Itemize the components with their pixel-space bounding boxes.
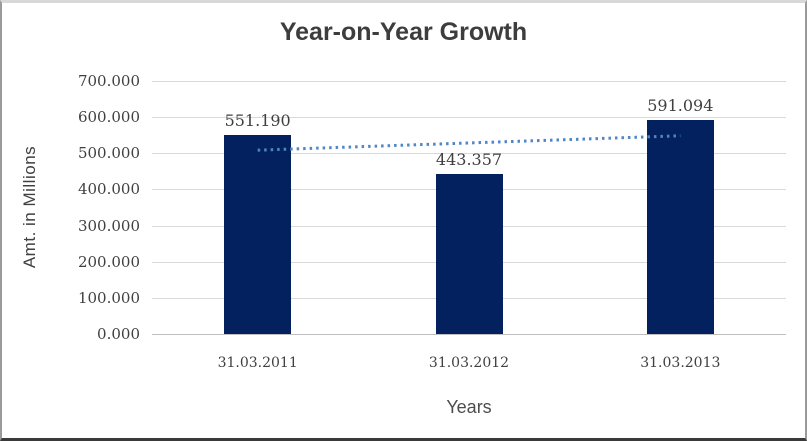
bar: [646, 120, 714, 334]
data-label: 551.190: [224, 110, 291, 130]
gridline: [152, 117, 786, 119]
x-axis-line: [152, 334, 786, 335]
trendline-path: [257, 134, 681, 152]
data-label: 591.094: [647, 96, 714, 116]
chart-title: Year-on-Year Growth: [279, 18, 528, 46]
x-tick-label: 31.03.2012: [428, 355, 510, 371]
trendline: [257, 134, 681, 152]
y-tick-label: 500.000: [77, 144, 140, 163]
gridline: [152, 81, 786, 82]
y-tick-label: 300.000: [77, 216, 140, 235]
bar: [435, 173, 503, 334]
gridline: [152, 153, 786, 155]
plot-area: [152, 81, 786, 335]
y-tick-label: 200.000: [77, 252, 140, 271]
y-tick-label: 400.000: [77, 180, 140, 199]
y-tick-label: 0.000: [97, 325, 140, 343]
data-label: 443.357: [435, 149, 503, 169]
y-tick-label: 600.000: [77, 108, 140, 127]
x-axis-title: Years: [446, 397, 492, 417]
bar: [224, 134, 292, 334]
y-tick-label: 700.000: [77, 72, 140, 90]
x-tick-label: 31.03.2013: [640, 355, 721, 371]
y-tick-label: 100.000: [77, 288, 140, 307]
x-tick-label: 31.03.2011: [217, 355, 298, 371]
y-axis-title: Amt. in Millions: [20, 145, 39, 269]
